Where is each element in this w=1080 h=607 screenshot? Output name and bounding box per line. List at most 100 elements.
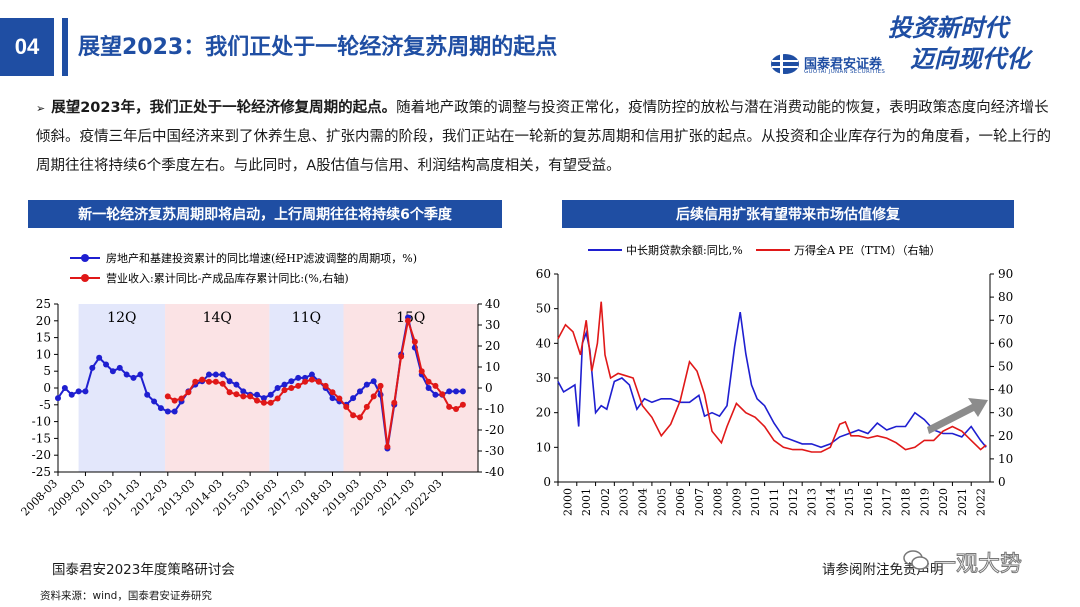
y-tick-label-left: 20 <box>36 314 51 328</box>
y-tick-label-right: 30 <box>485 318 500 332</box>
x-tick-label: 2006 <box>674 488 687 516</box>
data-point-blue <box>157 405 164 412</box>
data-point-red <box>418 368 425 375</box>
data-point-blue <box>219 371 226 378</box>
data-point-blue <box>350 395 357 402</box>
data-point-blue <box>137 371 144 378</box>
y-tick-label-right: 40 <box>998 383 1013 397</box>
legend-label-blue: 中长期贷款余额:同比,% <box>626 243 743 257</box>
y-tick-label-left: 0 <box>543 475 551 489</box>
data-point-blue <box>68 391 75 398</box>
data-point-red <box>363 403 370 410</box>
x-tick-label: 2009 <box>730 488 743 516</box>
data-point-blue <box>151 398 158 405</box>
data-point-red <box>260 399 267 406</box>
y-tick-label-left: 15 <box>36 331 51 345</box>
data-point-blue <box>329 395 336 402</box>
y-tick-label-left: 40 <box>536 336 551 350</box>
data-point-blue <box>233 381 240 388</box>
left-chart: 12Q14Q11Q15Q -25-20-15-10-50510152025-40… <box>19 251 505 518</box>
data-point-red <box>219 380 226 387</box>
y-tick-label-left: 60 <box>536 267 551 281</box>
y-tick-label-left: -25 <box>32 465 51 479</box>
data-point-blue <box>308 371 315 378</box>
x-tick-label: 2002 <box>599 488 612 516</box>
left-chart-banner: 新一轮经济复苏周期即将启动，上行周期往往将持续6个季度 <box>28 200 502 228</box>
series-line-blue <box>557 311 987 449</box>
data-point-red <box>288 385 295 391</box>
data-point-red <box>425 378 432 385</box>
data-point-blue <box>370 378 377 385</box>
data-point-blue <box>254 391 261 398</box>
x-tick-label: 2017 <box>881 488 894 516</box>
y-tick-label-right: -20 <box>485 423 504 437</box>
legend-label-blue: 房地产和基建投资累计的同比增速(经HP滤波调整的周期项，%) <box>106 251 417 265</box>
data-point-blue <box>171 408 178 415</box>
data-point-blue <box>109 368 116 375</box>
data-point-red <box>350 412 357 419</box>
data-point-blue <box>288 378 295 385</box>
data-point-blue <box>103 361 110 368</box>
brand-name-english: GUOTAI JUNAN SECURITIES <box>804 69 886 75</box>
page-number: 04 <box>0 18 54 76</box>
data-point-blue <box>295 374 302 381</box>
data-point-blue <box>130 374 137 381</box>
data-point-blue <box>82 388 89 395</box>
data-point-red <box>336 395 343 402</box>
data-point-red <box>384 443 391 450</box>
legend-marker-red <box>81 274 89 282</box>
x-tick-label: 2016 <box>862 488 875 516</box>
data-point-red <box>233 391 240 398</box>
x-tick-label: 2010 <box>749 488 762 516</box>
legend-marker-blue <box>81 254 89 262</box>
legend-label-red: 营业收入:累计同比-产成品库存累计同比:(%,右轴) <box>106 271 349 285</box>
data-point-red <box>199 376 206 383</box>
data-point-red <box>205 378 212 385</box>
data-point-red <box>432 382 439 389</box>
y-tick-label-right: 30 <box>998 406 1013 420</box>
x-tick-label: 2022 <box>975 488 988 516</box>
x-tick-label: 2003 <box>618 488 631 516</box>
data-point-blue <box>116 364 123 371</box>
y-tick-label-left: -20 <box>32 448 51 462</box>
bullet-icon: ➢ <box>36 102 46 115</box>
data-point-blue <box>226 378 233 385</box>
page-title: 展望2023：我们正处于一轮经济复苏周期的起点 <box>78 35 558 60</box>
summary-text: 随着地产政策的调整与投资正常化，疫情防控的放松与潜在消费动能的恢复，表明政策态度… <box>36 100 1051 174</box>
summary-paragraph: ➢ 展望2023年，我们正处于一轮经济修复周期的起点。随着地产政策的调整与投资正常… <box>36 94 1056 181</box>
slogan-line-2: 迈向现代化 <box>910 44 1030 73</box>
shaded-period-label: 12Q <box>107 310 136 326</box>
footer-event: 国泰君安2023年度策略研讨会 <box>52 562 235 578</box>
data-point-red <box>453 406 460 412</box>
data-point-red <box>164 393 171 400</box>
data-point-red <box>308 376 315 383</box>
data-point-blue <box>459 388 466 395</box>
right-chart: 0 10 20 30 40 50 60 0 10 20 30 40 50 60 70 80 90 2000 2001… <box>536 243 1014 516</box>
data-point-red <box>254 397 261 404</box>
y-tick-label-left: -10 <box>32 415 51 429</box>
y-tick-label-left: -15 <box>32 431 51 445</box>
y-tick-label-right: 0 <box>998 475 1006 489</box>
x-tick-label: 2020 <box>937 488 950 516</box>
shaded-period-label: 14Q <box>203 310 232 326</box>
company-logo-icon <box>771 54 799 74</box>
data-point-red <box>274 395 281 402</box>
y-tick-label-right: 40 <box>485 297 500 311</box>
data-point-red <box>267 399 274 406</box>
x-tick-label: 2004 <box>637 488 650 516</box>
x-tick-label: 2007 <box>693 488 706 516</box>
shaded-period-label: 11Q <box>292 310 321 326</box>
data-point-red <box>281 387 288 394</box>
x-tick-label: 2011 <box>768 488 781 516</box>
y-tick-label-left: -5 <box>39 398 51 412</box>
data-point-blue <box>363 381 370 388</box>
data-point-blue <box>425 385 432 391</box>
x-tick-label: 2014 <box>824 488 837 516</box>
x-tick-label: 2000 <box>561 488 574 516</box>
data-point-red <box>295 382 302 389</box>
data-point-red <box>446 403 453 410</box>
data-point-red <box>356 414 363 421</box>
data-point-red <box>226 389 233 396</box>
data-point-red <box>439 391 446 398</box>
series-line-red <box>557 301 987 453</box>
